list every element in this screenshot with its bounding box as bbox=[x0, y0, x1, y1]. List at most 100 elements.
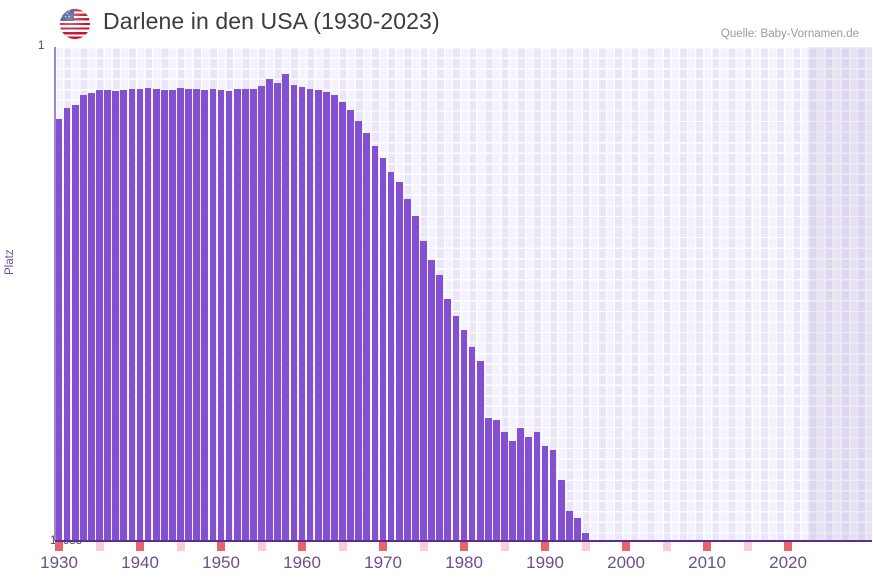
bar-1979[interactable] bbox=[452, 316, 460, 541]
x-tick-1995 bbox=[581, 542, 590, 551]
x-tick-1970 bbox=[379, 542, 388, 551]
x-tick-1930 bbox=[55, 542, 64, 551]
bar-1983[interactable] bbox=[484, 418, 492, 541]
bar-1943[interactable] bbox=[160, 90, 168, 541]
x-tick-2010 bbox=[703, 542, 712, 551]
bar-1992[interactable] bbox=[557, 480, 565, 541]
bar-1949[interactable] bbox=[209, 89, 217, 541]
bar-1934[interactable] bbox=[88, 93, 95, 541]
x-tick-2000 bbox=[622, 542, 631, 551]
x-axis-line bbox=[55, 540, 872, 542]
flag-canton bbox=[60, 9, 74, 21]
bar-1978[interactable] bbox=[444, 299, 452, 541]
bar-1955[interactable] bbox=[258, 86, 265, 541]
x-tick-label-1980: 1980 bbox=[445, 553, 483, 572]
bar-1960[interactable] bbox=[298, 87, 306, 541]
x-tick-label-1970: 1970 bbox=[364, 553, 402, 572]
bar-1935[interactable] bbox=[96, 90, 103, 541]
bar-1958[interactable] bbox=[282, 74, 290, 541]
bar-1953[interactable] bbox=[241, 89, 249, 541]
bar-1974[interactable] bbox=[412, 216, 419, 541]
bar-1950[interactable] bbox=[217, 90, 225, 541]
bar-1968[interactable] bbox=[363, 133, 371, 541]
bar-1947[interactable] bbox=[193, 89, 201, 541]
bar-1989[interactable] bbox=[533, 432, 541, 541]
x-tick-label-2020: 2020 bbox=[769, 553, 807, 572]
bar-1945[interactable] bbox=[177, 88, 184, 541]
x-tick-1980 bbox=[460, 542, 469, 551]
x-tick-2005 bbox=[662, 542, 671, 551]
bar-1939[interactable] bbox=[128, 89, 136, 541]
bar-1985[interactable] bbox=[501, 432, 508, 541]
bar-1977[interactable] bbox=[436, 275, 444, 541]
x-tick-1960 bbox=[298, 542, 307, 551]
flag-gloss bbox=[60, 9, 90, 39]
bar-1965[interactable] bbox=[339, 102, 346, 541]
bar-1975[interactable] bbox=[420, 241, 427, 541]
bar-1940[interactable] bbox=[136, 89, 144, 541]
bar-1970[interactable] bbox=[379, 158, 387, 541]
bar-1948[interactable] bbox=[201, 90, 209, 541]
bar-1942[interactable] bbox=[152, 89, 160, 541]
bar-1976[interactable] bbox=[428, 260, 435, 541]
bar-1931[interactable] bbox=[63, 108, 71, 541]
bar-1980[interactable] bbox=[460, 330, 468, 541]
bar-1967[interactable] bbox=[355, 121, 363, 541]
bar-1951[interactable] bbox=[225, 91, 233, 541]
x-tick-label-2010: 2010 bbox=[688, 553, 726, 572]
bar-1930[interactable] bbox=[55, 119, 63, 541]
x-tick-label-2000: 2000 bbox=[607, 553, 645, 572]
x-axis-ticks bbox=[55, 542, 872, 551]
bar-1995[interactable] bbox=[582, 533, 589, 541]
bar-1954[interactable] bbox=[250, 89, 257, 541]
bar-1937[interactable] bbox=[112, 91, 120, 541]
bar-1938[interactable] bbox=[120, 90, 128, 541]
bar-1984[interactable] bbox=[493, 420, 500, 541]
chart-source: Quelle: Baby-Vornamen.de bbox=[720, 28, 859, 40]
bar-1933[interactable] bbox=[79, 95, 87, 541]
bar-1932[interactable] bbox=[71, 105, 79, 541]
bar-1991[interactable] bbox=[549, 450, 557, 541]
bar-1969[interactable] bbox=[371, 146, 379, 541]
bar-1973[interactable] bbox=[403, 199, 411, 541]
bar-1961[interactable] bbox=[306, 89, 314, 541]
y-axis-line bbox=[54, 47, 56, 541]
bar-1936[interactable] bbox=[104, 90, 111, 541]
bar-1959[interactable] bbox=[290, 85, 298, 541]
bar-1988[interactable] bbox=[525, 437, 533, 541]
x-tick-label-1950: 1950 bbox=[202, 553, 240, 572]
x-tick-1945 bbox=[176, 542, 185, 551]
bar-1994[interactable] bbox=[574, 518, 581, 541]
bar-1946[interactable] bbox=[185, 89, 192, 541]
bar-series bbox=[55, 47, 872, 541]
bar-1941[interactable] bbox=[144, 88, 152, 541]
bar-1956[interactable] bbox=[266, 79, 273, 541]
bar-1952[interactable] bbox=[233, 89, 241, 541]
x-tick-2015 bbox=[743, 542, 752, 551]
x-tick-label-1960: 1960 bbox=[283, 553, 321, 572]
x-tick-1955 bbox=[257, 542, 266, 551]
bar-1971[interactable] bbox=[387, 172, 395, 541]
bar-1986[interactable] bbox=[509, 441, 516, 541]
bar-1966[interactable] bbox=[347, 110, 354, 541]
bar-1962[interactable] bbox=[314, 90, 322, 541]
x-tick-2020 bbox=[784, 542, 793, 551]
x-axis-tick-labels: 1930 1940 1950 1960 1970 1980 1990 2000 2010 2020 bbox=[40, 542, 872, 582]
chart-title: Darlene in den USA (1930-2023) bbox=[103, 8, 440, 34]
bar-1963[interactable] bbox=[322, 92, 330, 541]
chart-plot-area bbox=[55, 47, 872, 541]
bar-1982[interactable] bbox=[476, 361, 484, 541]
bar-1944[interactable] bbox=[169, 90, 176, 541]
y-axis-title: Platz bbox=[4, 249, 16, 275]
x-tick-1940 bbox=[136, 542, 145, 551]
bar-1957[interactable] bbox=[274, 83, 282, 541]
bar-1990[interactable] bbox=[541, 446, 549, 541]
us-flag-icon bbox=[60, 9, 90, 39]
x-tick-label-1930: 1930 bbox=[40, 553, 78, 572]
bar-1987[interactable] bbox=[517, 428, 525, 541]
bar-1981[interactable] bbox=[468, 347, 476, 541]
bar-1993[interactable] bbox=[565, 511, 573, 541]
x-tick-1950 bbox=[217, 542, 226, 551]
bar-1964[interactable] bbox=[331, 95, 338, 541]
bar-1972[interactable] bbox=[395, 182, 403, 541]
